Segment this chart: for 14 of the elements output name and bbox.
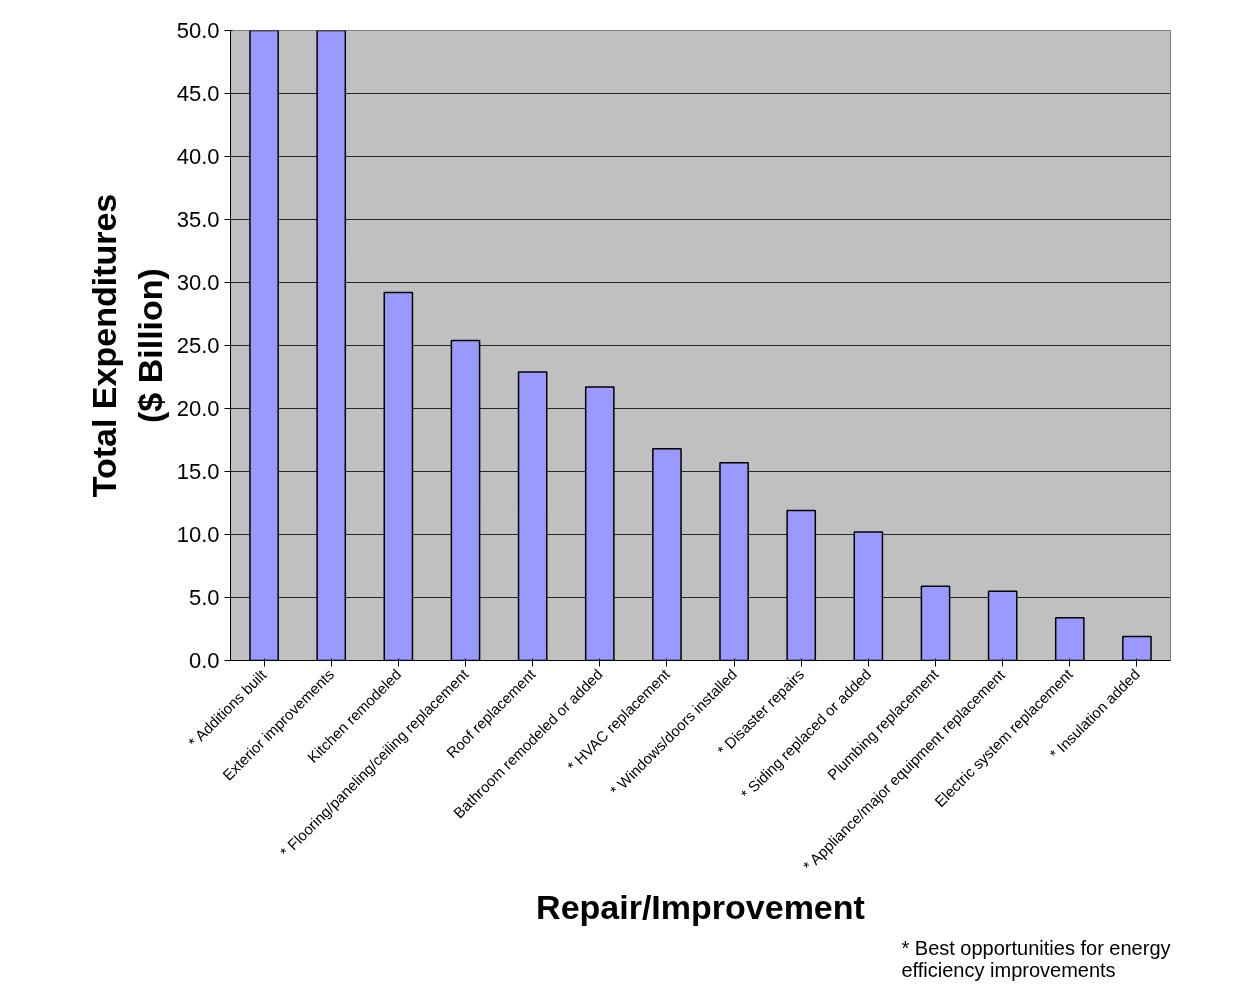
- y-tick-label: 10.0: [176, 522, 220, 547]
- y-tick-label: 35.0: [176, 207, 220, 232]
- x-axis-title: Repair/Improvement: [536, 888, 865, 927]
- y-tick-label: 40.0: [176, 144, 220, 169]
- y-tick-label: 0.0: [188, 648, 220, 673]
- y-tick-label: 5.0: [188, 585, 220, 610]
- y-tick-label: 45.0: [176, 81, 220, 106]
- y-tick-label: 50.0: [176, 18, 220, 43]
- y-tick-label: 30.0: [176, 270, 220, 295]
- y-tick-label: 15.0: [176, 459, 220, 484]
- y-tick-label: 20.0: [176, 396, 220, 421]
- y-axis-title: Total Expenditures ($ Billion): [85, 193, 169, 498]
- y-tick-label: 25.0: [176, 333, 220, 358]
- text: * Best opportunities for energy efficiency improvements: [901, 936, 1171, 981]
